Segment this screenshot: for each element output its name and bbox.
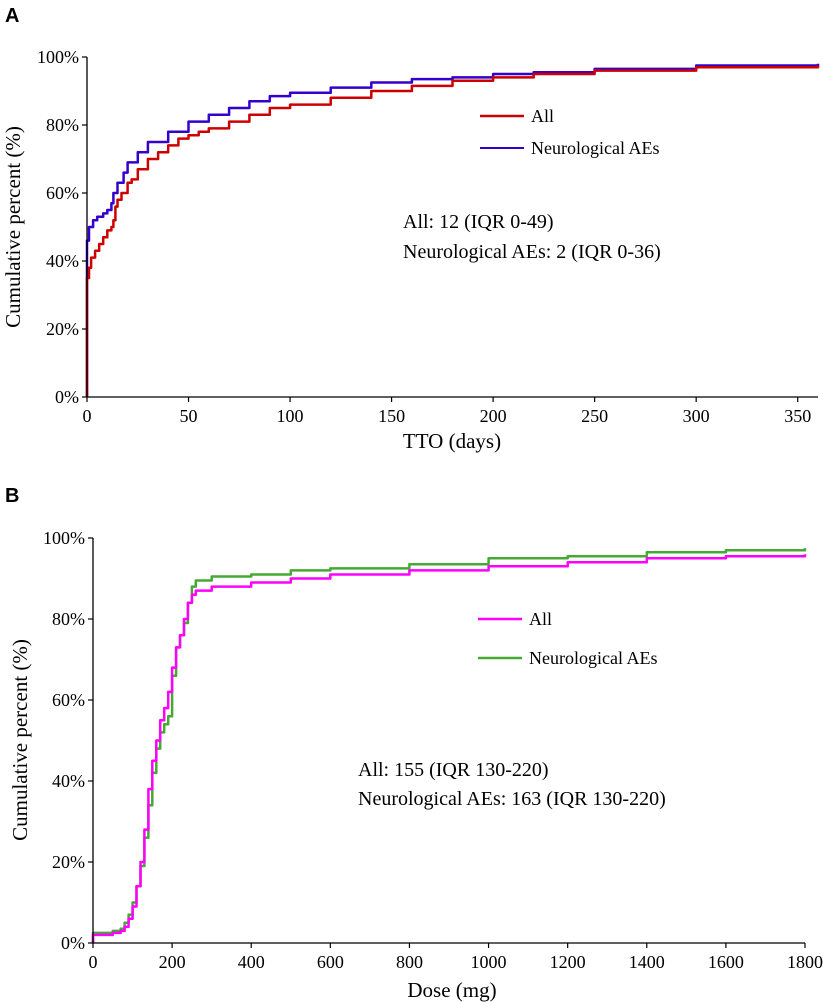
panel-b-plot-area (91, 548, 807, 943)
panel-b-x-tick-label: 400 (238, 952, 265, 972)
panel-b-x-tick-label: 1800 (787, 952, 823, 972)
panel-a-plot-area (85, 63, 820, 397)
panel-b-annotation-neurological: Neurological AEs: 163 (IQR 130-220) (358, 788, 666, 810)
panel-a-x-tick-label: 50 (180, 406, 198, 426)
panel-a-x-tick-label: 350 (784, 406, 811, 426)
panel-b-x-tick-label: 1600 (708, 952, 744, 972)
panel-b-legend-label-all: All (529, 609, 552, 629)
panel-letter-b: B (5, 485, 19, 507)
panel-b-x-axis-title: Dose (mg) (407, 978, 496, 1002)
panel-a-y-axis-title: Cumulative percent (%) (1, 126, 25, 328)
panel-b-x-tick-label: 800 (396, 952, 423, 972)
panel-b-x-tick-label: 1200 (550, 952, 586, 972)
panel-b-y-axis-title: Cumulative percent (%) (8, 639, 32, 841)
panel-letter-a: A (5, 5, 19, 27)
panel-a-legend: All Neurological AEs (480, 106, 659, 158)
panel-b-chart: 0% 20% 40% 60% 80% 100% 0 200 400 600 800 1000 1200… (8, 528, 823, 1002)
panel-b-x-tick-label: 0 (89, 952, 98, 972)
panel-b-x-tick-label: 200 (159, 952, 186, 972)
panel-b-series-line-all (91, 554, 807, 943)
panel-a-series-line-all (85, 65, 820, 397)
panel-a-y-tick-label: 100% (37, 47, 79, 67)
panel-a-y-tick-label: 40% (46, 251, 79, 271)
panel-a-x-tick-label: 250 (581, 406, 608, 426)
panel-b-legend-label-neurological: Neurological AEs (529, 648, 657, 668)
panel-a-chart: 0% 20% 40% 60% 80% 100% 0 50 100 150 200 250 300 350… (1, 47, 820, 453)
panel-a-y-tick-label: 60% (46, 183, 79, 203)
panel-b-series-line-neurological (91, 548, 807, 943)
panel-a-y-ticks: 0% 20% 40% 60% 80% 100% (37, 47, 87, 407)
panel-b-y-tick-label: 60% (52, 690, 85, 710)
panel-a-y-tick-label: 0% (55, 387, 79, 407)
panel-a-x-ticks: 0 50 100 150 200 250 300 350 (83, 397, 811, 426)
panel-a-series-line-neurological (85, 63, 820, 397)
panel-a-x-tick-label: 300 (683, 406, 710, 426)
panel-b-y-tick-label: 80% (52, 609, 85, 629)
panel-b-x-tick-label: 1000 (471, 952, 507, 972)
panel-a-y-tick-label: 80% (46, 115, 79, 135)
panel-a-annotation-all: All: 12 (IQR 0-49) (403, 211, 554, 233)
panel-a-x-tick-label: 0 (83, 406, 92, 426)
panel-b-y-tick-label: 100% (43, 528, 85, 548)
panel-a-annotation-neurological: Neurological AEs: 2 (IQR 0-36) (403, 241, 661, 263)
panel-a-x-axis-title: TTO (days) (403, 429, 501, 453)
panel-b-x-tick-label: 600 (317, 952, 344, 972)
panel-a-y-tick-label: 20% (46, 319, 79, 339)
panel-a-x-tick-label: 100 (277, 406, 304, 426)
panel-a-x-tick-label: 150 (378, 406, 405, 426)
panel-a-legend-label-neurological: Neurological AEs (531, 138, 659, 158)
panel-b-y-tick-label: 20% (52, 852, 85, 872)
panel-b-x-ticks: 0 200 400 600 800 1000 1200 1400 1600 1800 (89, 943, 823, 972)
panel-a-legend-label-all: All (531, 106, 554, 126)
panel-b-x-tick-label: 1400 (629, 952, 665, 972)
panel-b-annotation-all: All: 155 (IQR 130-220) (358, 759, 549, 781)
panel-b-y-ticks: 0% 20% 40% 60% 80% 100% (43, 528, 93, 953)
panel-b-y-tick-label: 0% (61, 933, 85, 953)
panel-a-x-tick-label: 200 (480, 406, 507, 426)
panel-b-legend: All Neurological AEs (478, 609, 657, 668)
panel-b-y-tick-label: 40% (52, 771, 85, 791)
